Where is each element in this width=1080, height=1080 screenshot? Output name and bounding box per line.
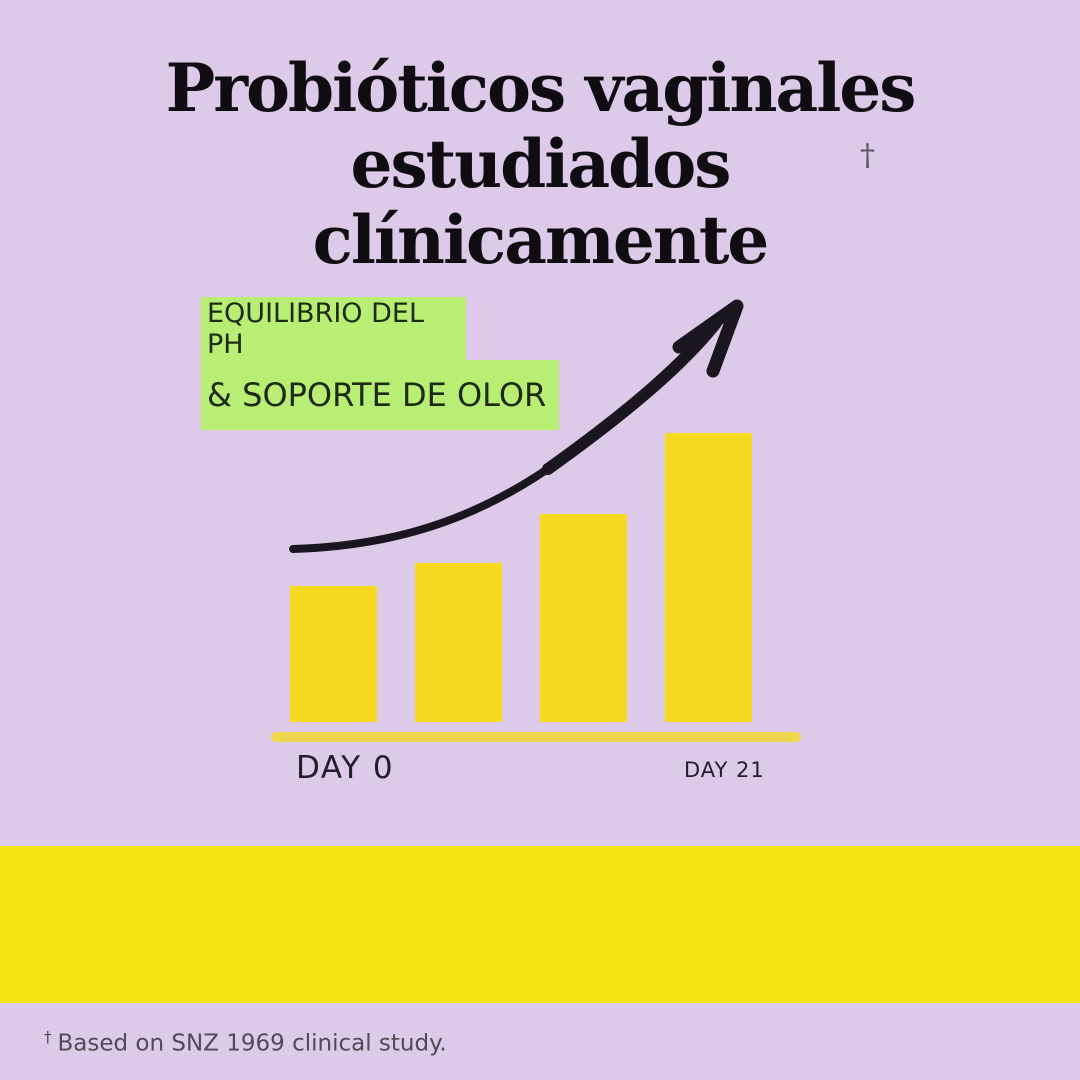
chart-bar-4	[665, 433, 752, 722]
chart-bar-2	[415, 563, 502, 722]
title-line-1: Probióticos vaginales	[165, 49, 917, 127]
footnote-text: Based on SNZ 1969 clinical study.	[57, 1030, 447, 1057]
chart-bar-1	[290, 586, 377, 722]
highlight-text-2: & SOPORTE DE OLOR	[207, 376, 547, 414]
highlight-line-2: & SOPORTE DE OLOR	[201, 360, 559, 430]
dagger-footnote-marker: †	[860, 138, 875, 173]
highlight-text-1: EQUILIBRIO DEL PH	[207, 297, 425, 360]
title-line-3: clínicamente	[312, 201, 770, 279]
x-axis-label-day21: DAY 21	[684, 758, 765, 782]
highlight-line-1: EQUILIBRIO DEL PH	[201, 297, 466, 360]
footnote-dagger: †	[44, 1028, 52, 1046]
chart-baseline	[271, 732, 801, 742]
title-line-2: estudiados	[350, 125, 732, 203]
benefits-banner: pH EQUILIBRIO DEL PH SOPORTE DE OLOR	[0, 846, 1080, 1003]
chart-bar-3	[540, 514, 627, 722]
clinical-study-footnote: † Based on SNZ 1969 clinical study.	[44, 1028, 447, 1057]
x-axis-label-day0: DAY 0	[296, 750, 395, 786]
page-title: Probióticos vaginales estudiados clínica…	[0, 50, 1080, 278]
